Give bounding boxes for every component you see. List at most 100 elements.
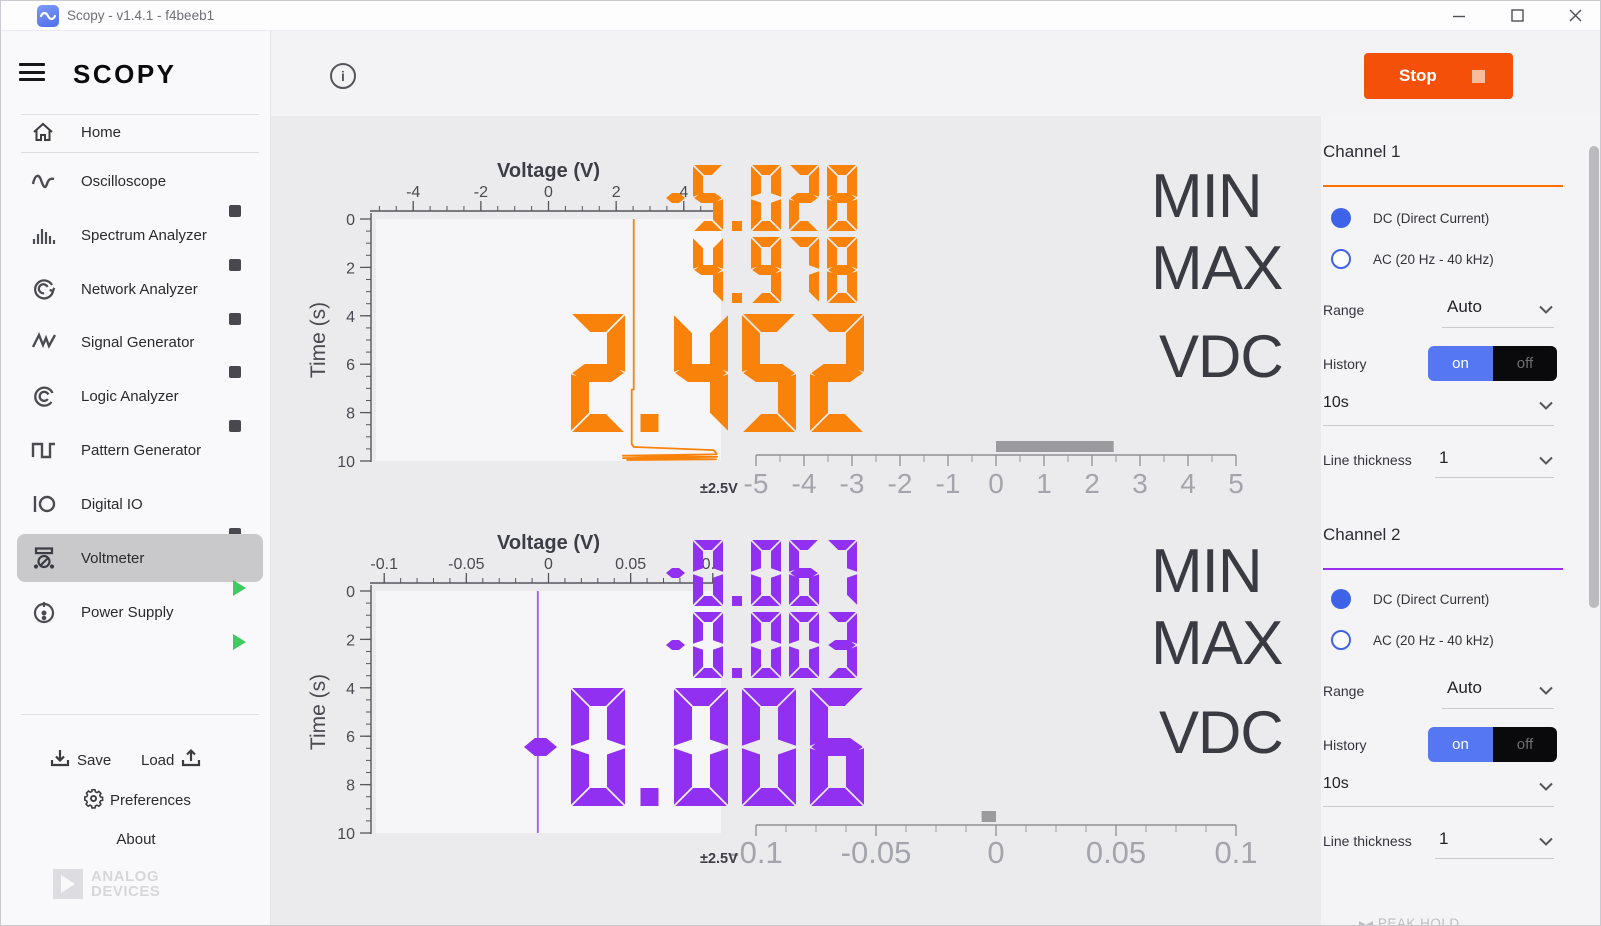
- svg-text:Voltage (V): Voltage (V): [497, 160, 600, 182]
- sidebar-item-network-analyzer[interactable]: Network Analyzer: [17, 275, 263, 303]
- svg-text:-1: -1: [936, 468, 961, 499]
- oscilloscope-icon: [31, 169, 57, 193]
- channel2-title: Channel 2: [1323, 525, 1401, 544]
- run-indicator: [233, 634, 246, 650]
- stop-button[interactable]: Stop: [1364, 53, 1513, 99]
- radio-unselected-icon[interactable]: [1331, 249, 1351, 269]
- instrument-toolbar: i Stop: [271, 31, 1600, 116]
- range-value[interactable]: Auto: [1447, 297, 1482, 316]
- toggle-off[interactable]: off: [1493, 346, 1557, 381]
- chevron-down-icon[interactable]: [1539, 782, 1553, 791]
- channel1-dc-radio[interactable]: DC (Direct Current): [1331, 208, 1489, 228]
- svg-text:3: 3: [1132, 468, 1148, 499]
- range-label: Range: [1323, 683, 1365, 699]
- stop-indicator: [229, 205, 241, 217]
- toggle-on[interactable]: on: [1428, 346, 1493, 381]
- channel1-history-chart: Voltage (V) -4 -2 0 2 4 0 2 4 6 8 10 Time (s): [307, 160, 722, 471]
- svg-text:-4: -4: [792, 468, 817, 499]
- channel1-history-toggle[interactable]: on off: [1428, 346, 1557, 381]
- svg-text:0: 0: [988, 468, 1004, 499]
- svg-text:4: 4: [679, 184, 688, 201]
- chevron-down-icon[interactable]: [1539, 837, 1553, 846]
- sidebar-item-logic-analyzer[interactable]: Logic Analyzer: [17, 382, 263, 410]
- menu-toggle-icon[interactable]: [19, 63, 45, 83]
- sidebar-item-pattern-generator[interactable]: Pattern Generator: [17, 436, 263, 464]
- chevron-down-icon[interactable]: [1539, 401, 1553, 410]
- channel1-max-display: [692, 236, 858, 309]
- about-button[interactable]: About: [1, 831, 271, 848]
- svg-text:6: 6: [346, 729, 355, 746]
- voltmeter-main: Voltage (V) -4 -2 0 2 4 0 2 4 6 8 10 Time (s) MIN MA…: [271, 116, 1321, 925]
- sidebar-item-label: Digital IO: [81, 495, 143, 513]
- toggle-on[interactable]: on: [1428, 727, 1493, 762]
- line-thickness-label: Line thickness: [1323, 452, 1412, 468]
- sidebar-item-spectrum-analyzer[interactable]: Spectrum Analyzer: [17, 221, 263, 249]
- info-icon[interactable]: i: [330, 63, 356, 89]
- toggle-off[interactable]: off: [1493, 727, 1557, 762]
- svg-text:-2: -2: [888, 468, 913, 499]
- channel2-ac-radio[interactable]: AC (20 Hz - 40 kHz): [1331, 630, 1494, 650]
- channel2-dc-radio[interactable]: DC (Direct Current): [1331, 589, 1489, 609]
- chevron-down-icon[interactable]: [1539, 305, 1553, 314]
- svg-text:-0.1: -0.1: [370, 556, 398, 573]
- voltmeter-icon: [31, 546, 57, 570]
- panel-scrollbar[interactable]: [1589, 146, 1599, 608]
- line-thickness-label: Line thickness: [1323, 833, 1412, 849]
- sidebar-item-label: Voltmeter: [81, 549, 145, 567]
- channel2-min-display: [665, 539, 858, 612]
- svg-text:8: 8: [346, 778, 355, 795]
- svg-text:±2.5V: ±2.5V: [700, 481, 738, 497]
- ac-label: AC (20 Hz - 40 kHz): [1373, 251, 1494, 267]
- divider: [21, 714, 259, 715]
- chevron-down-icon[interactable]: [1539, 456, 1553, 465]
- preferences-button[interactable]: Preferences: [83, 788, 191, 813]
- svg-text:2: 2: [346, 632, 355, 649]
- range-value[interactable]: Auto: [1447, 678, 1482, 697]
- channel1-ac-radio[interactable]: AC (20 Hz - 40 kHz): [1331, 249, 1494, 269]
- chevron-down-icon[interactable]: [1539, 686, 1553, 695]
- peak-hold-section[interactable]: ▸◂ PEAK HOLD: [1359, 916, 1460, 925]
- svg-text:0.05: 0.05: [615, 556, 646, 573]
- sidebar-selected-highlight: [17, 534, 263, 582]
- svg-text:-4: -4: [406, 184, 420, 201]
- stop-indicator: [229, 313, 241, 325]
- svg-text:Voltage (V): Voltage (V): [497, 532, 600, 554]
- line-thickness-value[interactable]: 1: [1439, 448, 1449, 467]
- divider: [21, 114, 259, 115]
- radio-selected-icon[interactable]: [1331, 589, 1351, 609]
- svg-text:2: 2: [346, 260, 355, 277]
- sidebar-item-voltmeter[interactable]: Voltmeter: [17, 544, 263, 572]
- line-thickness-value[interactable]: 1: [1439, 829, 1449, 848]
- gear-icon: [83, 788, 104, 813]
- history-duration-value[interactable]: 10s: [1323, 394, 1349, 411]
- sidebar-item-oscilloscope[interactable]: Oscilloscope: [17, 167, 263, 195]
- sidebar-item-power-supply[interactable]: Power Supply: [17, 598, 263, 626]
- radio-selected-icon[interactable]: [1331, 208, 1351, 228]
- svg-text:0: 0: [987, 835, 1004, 870]
- svg-text:Time (s): Time (s): [307, 302, 330, 378]
- radio-unselected-icon[interactable]: [1331, 630, 1351, 650]
- svg-text:-0.05: -0.05: [448, 556, 485, 573]
- channel1-max-label: MAX: [1151, 234, 1283, 303]
- sidebar-item-digital-io[interactable]: Digital IO: [17, 490, 263, 518]
- history-label: History: [1323, 356, 1367, 372]
- channel2-history-toggle[interactable]: on off: [1428, 727, 1557, 762]
- minimize-button[interactable]: [1444, 1, 1474, 31]
- svg-text:10: 10: [337, 826, 355, 843]
- pattern-generator-icon: [31, 438, 57, 462]
- svg-text:0: 0: [346, 584, 355, 601]
- channel2-max-display: [665, 611, 858, 684]
- load-button[interactable]: Load: [141, 747, 202, 773]
- sidebar-item-signal-generator[interactable]: Signal Generator: [17, 328, 263, 356]
- analog-devices-logo: ANALOG DEVICES: [53, 869, 160, 899]
- sidebar-item-home[interactable]: Home: [17, 118, 263, 146]
- maximize-button[interactable]: [1502, 1, 1532, 31]
- close-button[interactable]: [1560, 1, 1590, 31]
- sidebar-item-label: Home: [81, 123, 122, 141]
- sidebar-item-label: Power Supply: [81, 603, 174, 621]
- history-duration-value[interactable]: 10s: [1323, 775, 1349, 792]
- channel1-unit-label: VDC: [1159, 323, 1284, 390]
- sidebar-item-label: Network Analyzer: [81, 280, 198, 298]
- svg-text:-3: -3: [840, 468, 865, 499]
- save-button[interactable]: Save: [49, 747, 111, 773]
